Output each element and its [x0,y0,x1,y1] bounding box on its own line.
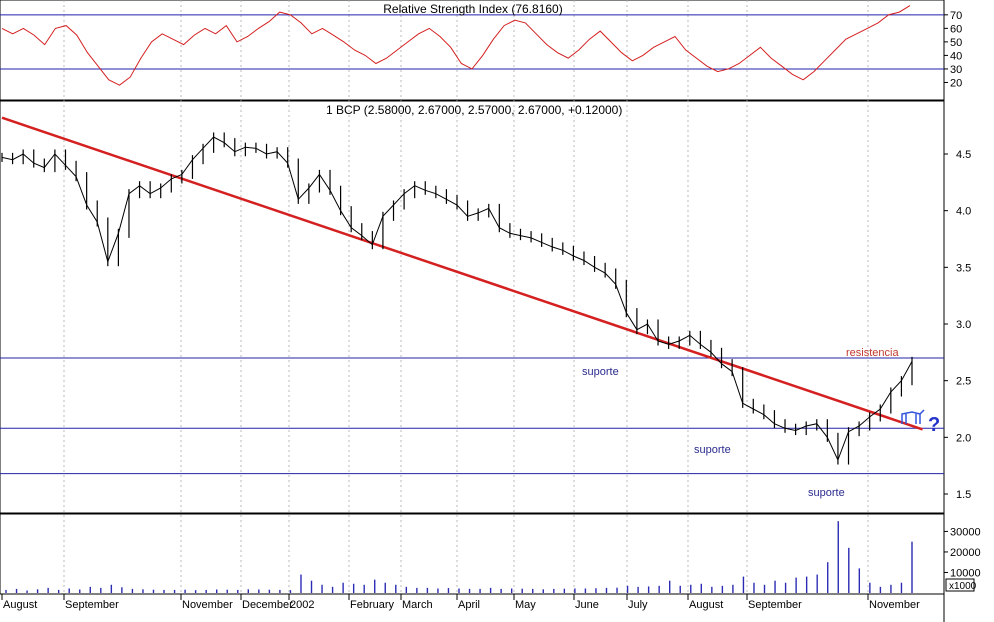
month-label: March [402,599,433,611]
resistance-trendline [1,116,923,431]
price-y-tick-label: 4.5 [956,149,971,161]
volume-y-tick-label: 20000 [950,547,981,559]
bull-sketch-icon [901,409,925,424]
rsi-series-line [1,5,911,86]
volume-unit-label: x1000 [949,581,977,592]
price-y-tick-label: 2.5 [956,376,971,388]
volume-unit-box [945,578,975,592]
month-label: September [65,599,119,611]
price-series-line [1,136,913,462]
support-label-upper: suporte [582,366,619,378]
vertical-gridlines [63,0,869,594]
resistance-label: resistencia [846,347,899,359]
price-title: 1 BCP (2.58000, 2.67000, 2.57000, 2.6700… [326,103,622,117]
support-label-lower: suporte [808,487,845,499]
month-label: June [575,599,599,611]
volume-y-tick-label: 30000 [950,526,981,538]
month-label: April [458,599,480,611]
month-label: November [869,599,920,611]
rsi-y-tick-label: 30 [950,64,962,76]
price-y-tick-label: 4.0 [956,206,971,218]
price-plot [0,116,944,475]
volume-y-tick-label: 10000 [950,567,981,579]
rsi-y-tick-label: 40 [950,50,962,62]
price-y-tick-label: 3.0 [956,319,971,331]
rsi-title: Relative Strength Index (76.8160) [383,2,562,16]
month-label: November [182,599,233,611]
month-label: August [689,599,723,611]
volume-panel-frame [0,513,945,595]
rsi-y-tick-label: 70 [950,10,962,22]
month-label: 2002 [290,599,314,611]
month-label: August [3,599,37,611]
price-y-tick-label: 1.5 [956,489,971,501]
price-y-tick-label: 2.0 [956,432,971,444]
rsi-y-tick-label: 60 [950,23,962,35]
price-y-tick-label: 3.5 [956,262,971,274]
month-label: July [628,599,648,611]
month-label: May [515,599,536,611]
question-mark-annotation: ? [928,414,940,436]
rsi-y-tick-label: 20 [950,77,962,89]
price-panel-frame [0,100,945,514]
support-label-middle: suporte [694,444,731,456]
rsi-plot [0,5,944,86]
month-label: December [242,599,293,611]
volume-plot [5,521,913,593]
rsi-y-tick-label: 50 [950,37,962,49]
month-label: September [748,599,802,611]
month-label: February [350,599,395,611]
